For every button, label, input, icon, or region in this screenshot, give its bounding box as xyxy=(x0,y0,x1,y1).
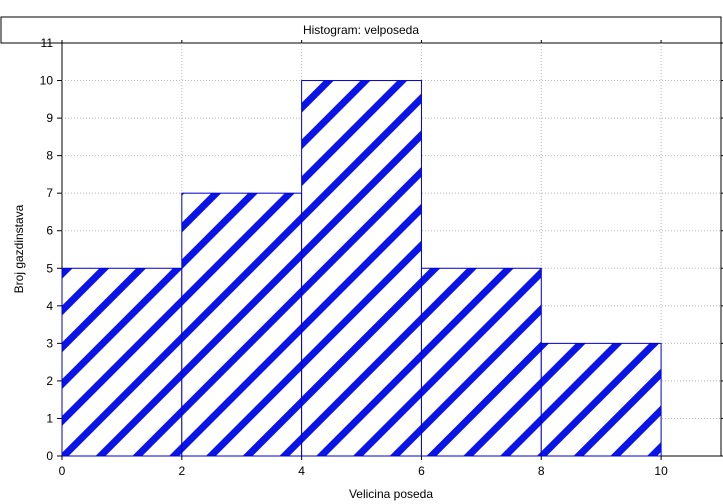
histogram-bar xyxy=(301,80,422,457)
y-tick-label: 8 xyxy=(46,149,53,163)
x-tick-label: 10 xyxy=(654,464,668,478)
chart-title: Histogram: velposeda xyxy=(303,23,419,37)
y-tick-label: 4 xyxy=(46,299,53,313)
y-tick-label: 9 xyxy=(46,111,53,125)
y-tick-label: 5 xyxy=(46,261,53,275)
x-axis-label: Velicina poseda xyxy=(349,487,433,501)
y-tick-label: 2 xyxy=(46,374,53,388)
y-tick-label: 6 xyxy=(46,224,53,238)
histogram-bar xyxy=(61,267,183,457)
y-tick-label: 0 xyxy=(46,449,53,463)
histogram-bar xyxy=(540,342,662,457)
x-tick-label: 8 xyxy=(538,464,545,478)
y-tick-label: 1 xyxy=(46,411,53,425)
x-axis-ticks: 0 2 4 6 8 10 xyxy=(59,40,668,478)
x-tick-label: 6 xyxy=(418,464,425,478)
y-axis-label: Broj gazdinstava xyxy=(12,204,26,293)
bars xyxy=(61,80,662,457)
y-tick-label: 3 xyxy=(46,336,53,350)
y-tick-label: 11 xyxy=(41,36,54,50)
x-tick-label: 4 xyxy=(298,464,305,478)
histogram-bar xyxy=(420,267,542,457)
y-tick-label: 10 xyxy=(40,74,54,88)
y-tick-label: 7 xyxy=(46,186,53,200)
title-box xyxy=(0,16,722,44)
histogram-bar xyxy=(181,192,303,457)
x-tick-label: 0 xyxy=(59,464,66,478)
x-tick-label: 2 xyxy=(178,464,185,478)
y-axis-ticks: 0 1 2 3 4 5 6 7 8 9 10 11 xyxy=(40,36,723,463)
